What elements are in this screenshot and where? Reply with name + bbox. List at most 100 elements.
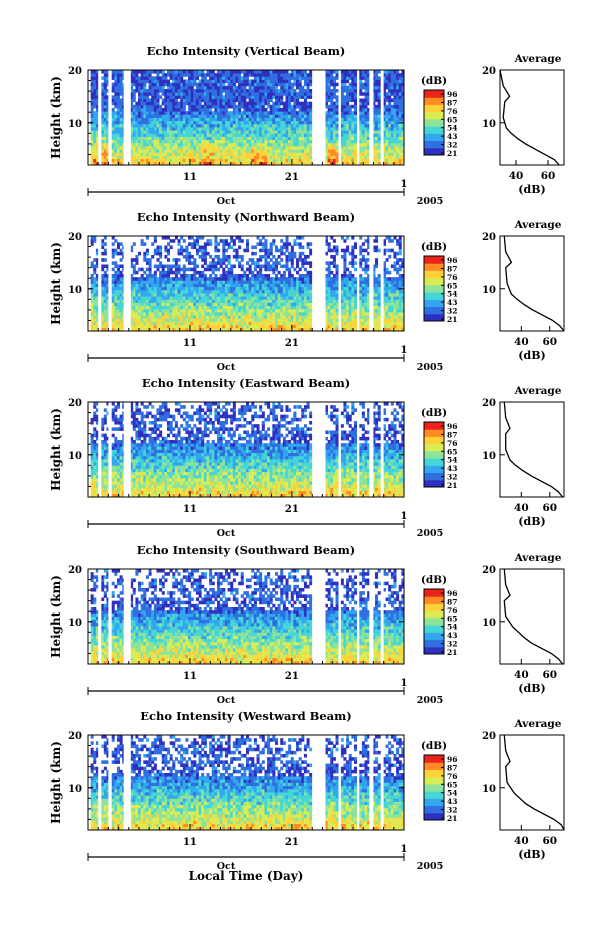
heatmap-cell bbox=[256, 242, 260, 246]
heatmap-cell bbox=[340, 79, 344, 84]
heatmap-cell bbox=[103, 242, 107, 246]
heatmap-cell bbox=[172, 239, 176, 243]
heatmap-cell bbox=[293, 239, 297, 243]
heatmap-cell bbox=[95, 133, 99, 137]
heatmap-cell bbox=[227, 82, 231, 87]
heatmap-cell bbox=[259, 70, 263, 74]
heatmap-cell bbox=[325, 101, 329, 106]
heatmap-cell bbox=[285, 242, 289, 246]
heatmap-cell bbox=[130, 92, 134, 96]
heatmap-cell bbox=[198, 255, 202, 259]
heatmap-cell bbox=[382, 111, 386, 115]
heatmap-cell bbox=[156, 161, 160, 166]
heatmap-cell bbox=[298, 114, 302, 118]
heatmap-cell bbox=[274, 95, 278, 99]
heatmap-cell bbox=[193, 92, 197, 96]
heatmap-cell bbox=[238, 312, 242, 316]
heatmap-cell bbox=[332, 127, 336, 131]
heatmap-cell bbox=[101, 251, 105, 256]
heatmap-cell bbox=[227, 79, 231, 84]
heatmap-cell bbox=[95, 101, 99, 106]
heatmap-cell bbox=[227, 321, 231, 326]
heatmap-cell bbox=[103, 280, 107, 284]
heatmap-cell bbox=[277, 155, 281, 160]
heatmap-cell bbox=[256, 76, 260, 80]
heatmap-cell bbox=[253, 289, 257, 294]
heatmap-cell bbox=[285, 127, 289, 131]
heatmap-cell bbox=[280, 251, 284, 256]
heatmap-cell bbox=[219, 127, 223, 131]
colorbar-band bbox=[424, 97, 444, 105]
heatmap-cell bbox=[264, 318, 268, 322]
heatmap-cell bbox=[256, 149, 260, 153]
heatmap-cell bbox=[238, 89, 242, 93]
heatmap-cell bbox=[230, 324, 234, 329]
heatmap-cell bbox=[90, 95, 94, 99]
heatmap-cell bbox=[269, 277, 273, 281]
heatmap-cell bbox=[248, 89, 252, 93]
heatmap-cell bbox=[248, 117, 252, 122]
heatmap-cell bbox=[264, 108, 268, 112]
heatmap-cell bbox=[232, 327, 236, 332]
heatmap-cell bbox=[264, 101, 268, 106]
heatmap-cell bbox=[190, 92, 194, 96]
heatmap-cell bbox=[259, 308, 263, 313]
heatmap-cell bbox=[327, 136, 331, 141]
heatmap-cell bbox=[274, 324, 278, 329]
heatmap-cell bbox=[198, 152, 202, 156]
heatmap-cell bbox=[201, 79, 205, 84]
heatmap-cell bbox=[161, 318, 165, 322]
heatmap-cell bbox=[361, 70, 365, 74]
heatmap-cell bbox=[116, 152, 120, 156]
heatmap-cell bbox=[290, 315, 294, 319]
heatmap-cell bbox=[269, 89, 273, 93]
heatmap-cell bbox=[251, 245, 255, 250]
heatmap-cell bbox=[388, 120, 392, 125]
heatmap-cell bbox=[172, 133, 176, 137]
heatmap-cell bbox=[348, 158, 352, 163]
heatmap-cell bbox=[288, 293, 292, 297]
heatmap-cell bbox=[211, 89, 215, 93]
heatmap-cell bbox=[116, 318, 120, 322]
heatmap-cell bbox=[201, 245, 205, 250]
heatmap-cell bbox=[209, 73, 213, 77]
heatmap-cell bbox=[217, 283, 221, 288]
heatmap-cell bbox=[285, 130, 289, 134]
heatmap-cell bbox=[280, 286, 284, 291]
heatmap-cell bbox=[143, 120, 147, 125]
heatmap-cell bbox=[211, 315, 215, 319]
heatmap-cell bbox=[114, 270, 118, 275]
heatmap-cell bbox=[143, 114, 147, 118]
heatmap-cell bbox=[145, 321, 149, 326]
heatmap-cell bbox=[267, 280, 271, 284]
heatmap-cell bbox=[148, 321, 152, 326]
heatmap-cell bbox=[132, 258, 136, 262]
heatmap-cell bbox=[172, 318, 176, 322]
heatmap-cell bbox=[188, 274, 192, 278]
heatmap-cell bbox=[238, 255, 242, 259]
heatmap-cell bbox=[280, 277, 284, 281]
heatmap-cell bbox=[332, 104, 336, 109]
heatmap-cell bbox=[306, 123, 310, 128]
heatmap-cell bbox=[119, 142, 123, 147]
heatmap-cell bbox=[293, 139, 297, 144]
heatmap-cell bbox=[195, 318, 199, 322]
heatmap-cell bbox=[93, 296, 97, 300]
heatmap-cell bbox=[217, 155, 221, 160]
heatmap-cell bbox=[296, 277, 300, 281]
heatmap-cell bbox=[330, 98, 334, 103]
heatmap-cell bbox=[145, 146, 149, 150]
heatmap-cell bbox=[274, 245, 278, 250]
heatmap-cell bbox=[130, 120, 134, 125]
heatmap-cell bbox=[282, 111, 286, 115]
heatmap-cell bbox=[269, 111, 273, 115]
heatmap-cell bbox=[169, 158, 173, 163]
heatmap-cell bbox=[259, 277, 263, 281]
heatmap-cell bbox=[132, 117, 136, 122]
heatmap-cell bbox=[261, 255, 265, 259]
heatmap-cell bbox=[264, 98, 268, 103]
heatmap-cell bbox=[93, 92, 97, 96]
heatmap-cell bbox=[238, 155, 242, 160]
heatmap-cell bbox=[169, 73, 173, 77]
heatmap-cell bbox=[248, 136, 252, 141]
